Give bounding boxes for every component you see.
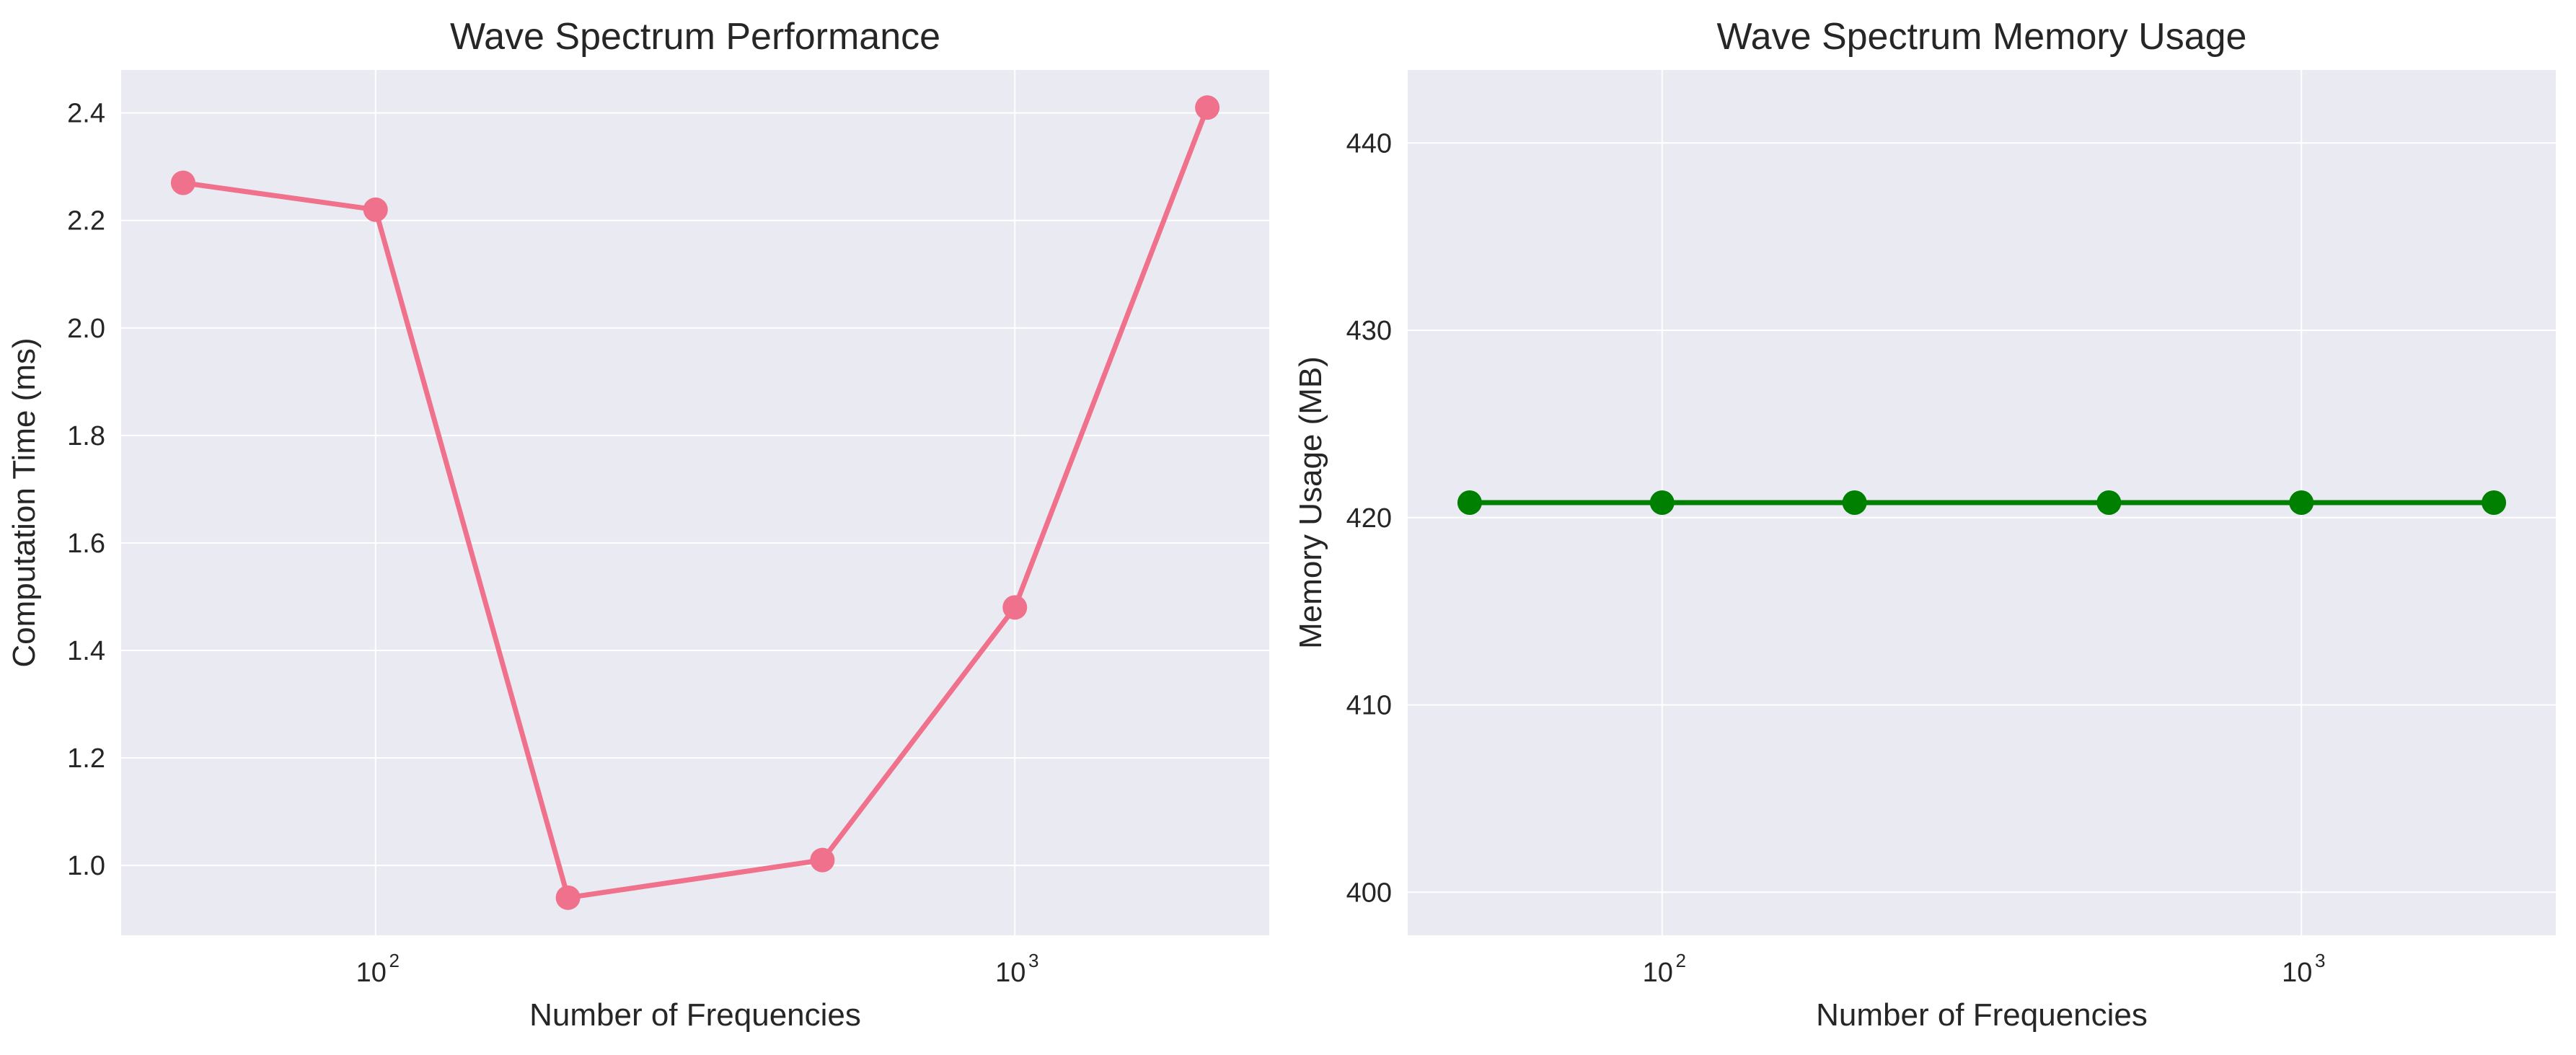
x-tick-label: 10: [356, 958, 387, 988]
data-point: [1457, 490, 1482, 515]
y-tick-label: 1.6: [67, 529, 105, 559]
data-point: [170, 170, 195, 195]
data-point: [2289, 490, 2314, 515]
series-layer: [1457, 490, 2507, 515]
y-tick-labels: 1.0 1.2 1.4 1.6 1.8 2.0 2.2 2.4: [67, 99, 105, 881]
x-tick-exponent: 2: [389, 950, 400, 971]
series-line: [182, 106, 1210, 901]
y-tick-label: 2.0: [67, 314, 105, 344]
x-tick-label: 10: [995, 958, 1025, 988]
x-tick-labels: 10 2 10 3: [1643, 950, 2326, 988]
chart-title: Wave Spectrum Performance: [450, 16, 940, 58]
y-tick-label: 1.4: [67, 636, 105, 666]
y-tick-label: 2.2: [67, 206, 105, 237]
x-tick-label: 10: [2282, 958, 2312, 988]
data-point: [1195, 95, 1220, 120]
x-tick-exponent: 3: [1028, 950, 1038, 971]
x-tick-labels: 10 2 10 3: [356, 950, 1039, 988]
series-layer: [170, 95, 1220, 910]
chart-title: Wave Spectrum Memory Usage: [1717, 16, 2247, 58]
x-tick-exponent: 3: [2315, 950, 2325, 971]
y-tick-label: 440: [1346, 128, 1392, 159]
chart-panel-performance: 1.01.21.41.61.82.02.22.4 10 2 10 3 Wave Spe…: [6, 16, 1269, 1033]
data-point: [2482, 490, 2507, 515]
data-point: [1649, 490, 1675, 515]
y-tick-label: 1.0: [67, 851, 105, 881]
data-point: [2096, 490, 2122, 515]
y-tick-label: 430: [1346, 316, 1392, 346]
y-tick-label: 400: [1346, 878, 1392, 908]
y-tick-label: 2.4: [67, 99, 105, 129]
x-axis-label: Number of Frequencies: [529, 997, 861, 1033]
x-tick-exponent: 2: [1676, 950, 1686, 971]
data-point: [810, 847, 835, 873]
y-tick-label: 1.8: [67, 421, 105, 451]
y-tick-label: 1.2: [67, 743, 105, 774]
plot-area: [121, 70, 1269, 935]
data-point: [555, 885, 581, 910]
y-axis-label: Computation Time (ms): [6, 337, 42, 667]
data-point: [1002, 595, 1028, 620]
data-point: [1842, 490, 1867, 515]
y-tick-label: 420: [1346, 503, 1392, 534]
y-tick-label: 410: [1346, 691, 1392, 721]
y-tick-labels: 400 410 420 430 440: [1346, 128, 1392, 908]
data-point: [363, 197, 388, 222]
y-axis-label: Memory Usage (MB): [1293, 356, 1328, 649]
x-tick-label: 10: [1643, 958, 1673, 988]
x-axis-label: Number of Frequencies: [1816, 997, 2148, 1033]
